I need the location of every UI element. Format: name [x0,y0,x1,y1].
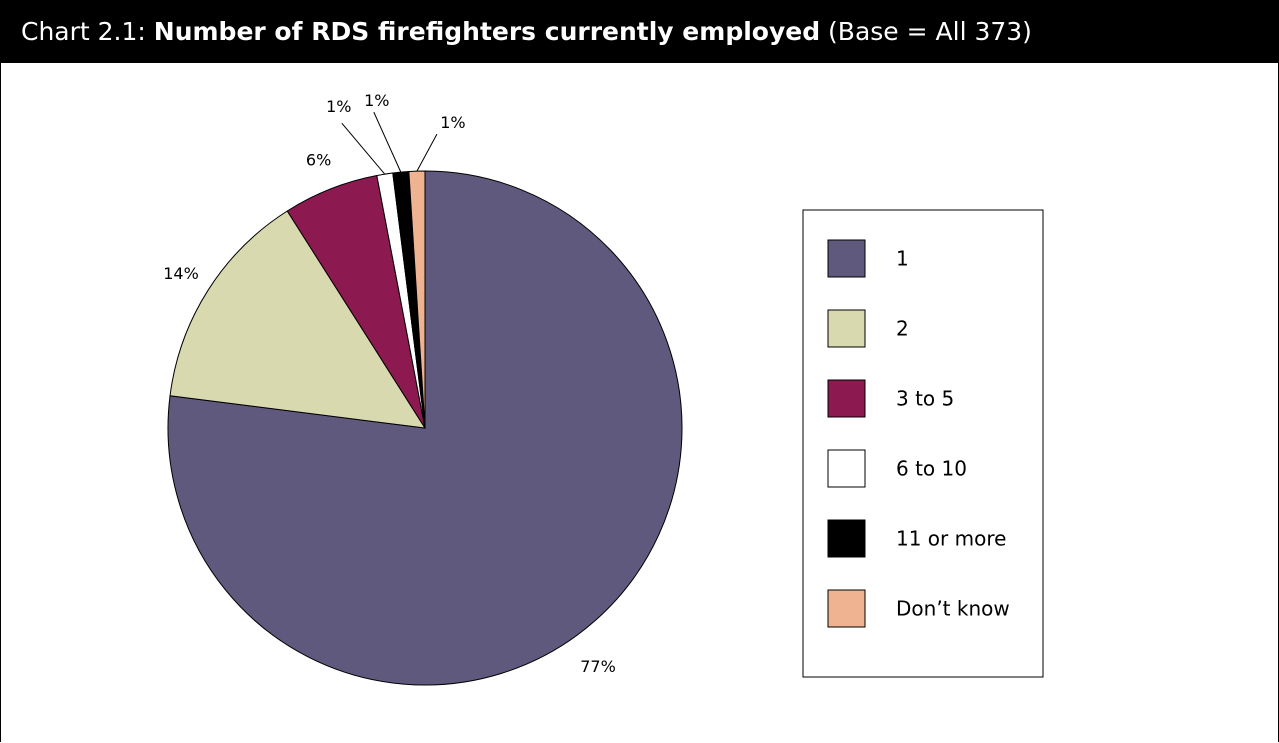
legend-swatch-don-t-know [827,589,866,628]
data-label-11-or-more: 1% [364,91,389,110]
chart-title: Chart 2.1: Number of RDS firefighters cu… [1,1,1278,63]
legend-label-don-t-know: Don’t know [896,597,1010,621]
data-label-3-to-5: 6% [306,150,331,169]
legend-label-1: 1 [896,247,909,271]
legend-swatch-6-to-10 [827,449,866,488]
legend-swatch-11-or-more [827,519,866,558]
data-label-2: 14% [163,264,199,283]
pie-slice-2 [169,210,426,429]
chart-title-suffix: (Base = All 373) [820,17,1032,46]
legend: 1 2 3 to 5 6 to 10 11 or more Don’t know [802,209,1044,678]
pie-data-labels: 77% 14% 6% 1% 1% 1% [163,91,616,676]
legend-swatch-3-to-5 [827,379,866,418]
legend-label-3-to-5: 3 to 5 [896,387,954,411]
pie-slice-don-t-know [408,170,426,429]
legend-swatch-1 [827,239,866,278]
legend-label-6-to-10: 6 to 10 [896,457,967,481]
pie-leader-lines [341,111,438,175]
data-label-1: 77% [580,657,616,676]
leader-line-don-t-know [416,133,438,172]
data-label-6-to-10: 1% [326,97,351,116]
legend-label-11-or-more: 11 or more [896,527,1006,551]
legend-label-2: 2 [896,317,909,341]
chart-title-main: Number of RDS firefighters currently emp… [153,17,821,46]
data-label-don-t-know: 1% [440,113,465,132]
leader-line-11-or-more [373,111,402,173]
chart-title-prefix: Chart 2.1: [21,17,154,46]
legend-swatch-2 [827,309,866,348]
leader-line-6-to-10 [341,122,386,175]
pie-slices [167,170,683,686]
